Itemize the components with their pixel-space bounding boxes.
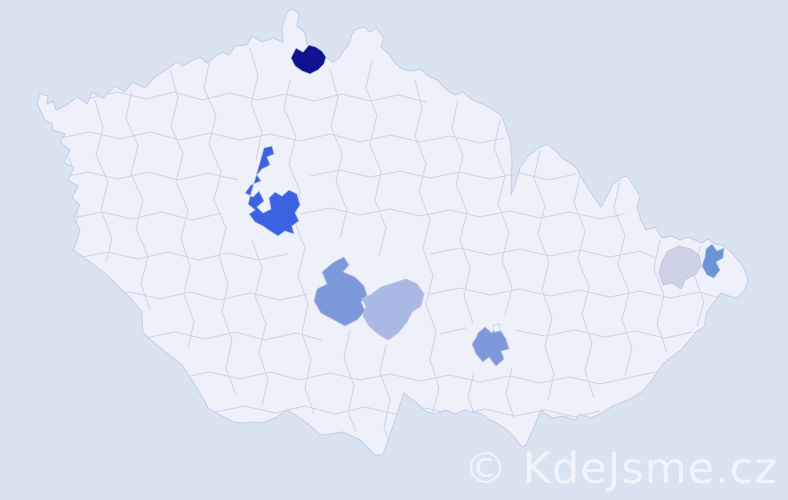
district-highlight-northeast-moravia-west[interactable] xyxy=(658,245,702,290)
district-highlight-north-bohemia[interactable] xyxy=(290,44,327,75)
district-highlight-central-bohemia-east-of-prague[interactable] xyxy=(244,145,301,237)
district-highlight-highlands-west[interactable] xyxy=(313,256,368,327)
district-highlight-northeast-moravia-east[interactable] xyxy=(701,243,725,279)
kdejsme-watermark: © KdeJsme.cz xyxy=(464,444,778,494)
district-highlight-highlands-east[interactable] xyxy=(361,278,425,341)
highlighted-districts xyxy=(244,44,725,367)
country-outline xyxy=(36,8,749,456)
district-enclave[interactable] xyxy=(492,323,501,333)
district-borders xyxy=(57,47,727,451)
